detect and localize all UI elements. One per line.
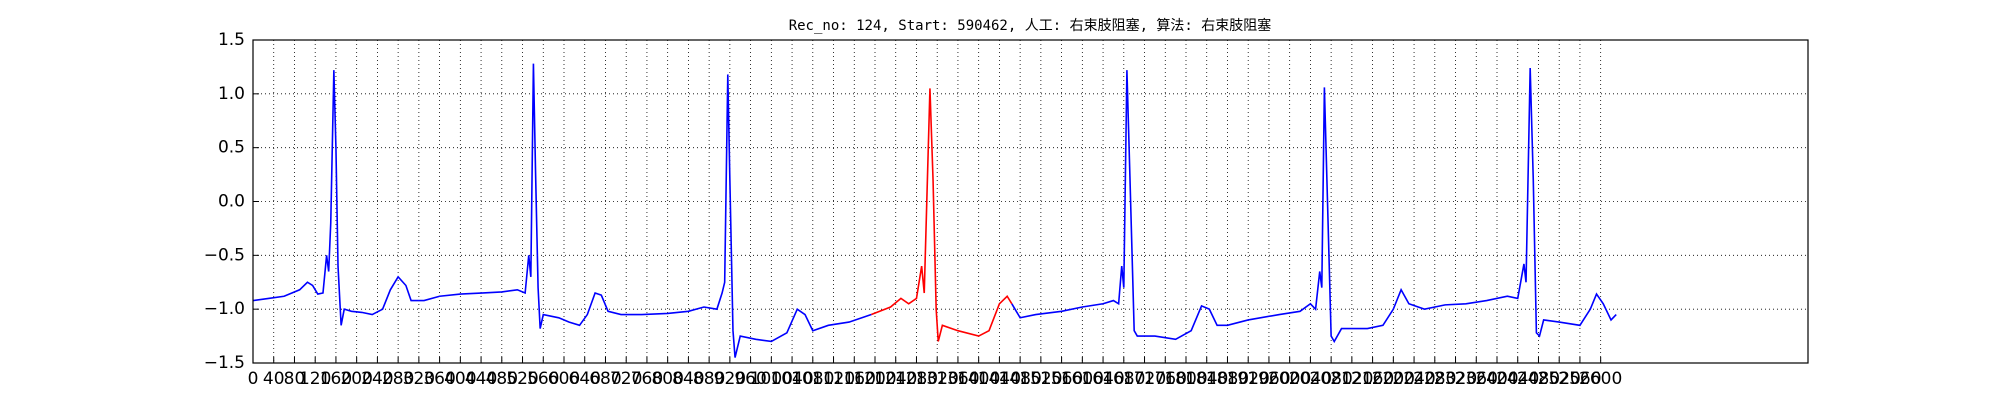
x-tick-label: 360: [423, 369, 455, 389]
x-tick-label: 560: [527, 369, 559, 389]
x-tick-label: 680: [589, 369, 621, 389]
x-tick-label: 2040: [1289, 369, 1332, 389]
x-tick-label: 1600: [1061, 369, 1104, 389]
x-tick-label: 1480: [999, 369, 1042, 389]
x-tick-label: 840: [672, 369, 704, 389]
x-tick-label: 640: [569, 369, 601, 389]
x-tick-label: 2240: [1392, 369, 1435, 389]
y-tick-label: −0.5: [204, 245, 245, 265]
x-tick-label: 80: [284, 369, 306, 389]
plot-frame: [252, 39, 1809, 364]
x-tick-label: 1880: [1206, 369, 1249, 389]
x-tick-label: 800: [651, 369, 683, 389]
x-tick-label: 1720: [1123, 369, 1166, 389]
ecg-line: [252, 63, 872, 358]
x-tick-label: 1840: [1185, 369, 1228, 389]
y-tick-label: −1.5: [204, 353, 245, 373]
x-tick-label: 1400: [957, 369, 1000, 389]
x-tick-label: 240: [361, 369, 393, 389]
x-tick-label: 2160: [1351, 369, 1394, 389]
x-tick-label: 1440: [978, 369, 1021, 389]
x-tick-label: 1800: [1164, 369, 1207, 389]
x-tick-label: 1040: [770, 369, 813, 389]
x-tick-label: 480: [486, 369, 518, 389]
x-tick-label: 1960: [1247, 369, 1290, 389]
x-tick-label: 320: [403, 369, 435, 389]
x-tick-label: 880: [693, 369, 725, 389]
x-tick-label: 2600: [1579, 369, 1622, 389]
x-tick-label: 200: [340, 369, 372, 389]
x-tick-label: 280: [382, 369, 414, 389]
x-tick-label: 2000: [1268, 369, 1311, 389]
x-tick-label: 1160: [833, 369, 876, 389]
x-tick-label: 920: [714, 369, 746, 389]
x-tick-label: 1920: [1227, 369, 1270, 389]
x-tick-label: 120: [299, 369, 331, 389]
x-tick-label: 160: [320, 369, 352, 389]
x-tick-label: 1280: [895, 369, 938, 389]
x-tick-label: 2440: [1496, 369, 1539, 389]
y-tick-label: 0.5: [218, 138, 245, 158]
x-tick-label: 760: [631, 369, 663, 389]
x-tick-label: 2520: [1538, 369, 1581, 389]
x-tick-label: 1320: [916, 369, 959, 389]
ecg-line: [871, 88, 1013, 342]
x-tick-label: 2200: [1372, 369, 1415, 389]
chart-title: Rec_no: 124, Start: 590462, 人工: 右束肢阻塞, 算…: [789, 17, 1272, 34]
x-tick-label: 2120: [1330, 369, 1373, 389]
x-tick-label: 1240: [874, 369, 917, 389]
x-tick-label: 2320: [1434, 369, 1477, 389]
y-tick-label: 0.0: [218, 192, 245, 212]
x-tick-label: 440: [465, 369, 497, 389]
x-tick-label: 1000: [750, 369, 793, 389]
x-tick-label: 1760: [1144, 369, 1187, 389]
x-tick-label: 600: [548, 369, 580, 389]
y-tick-label: −1.0: [204, 299, 245, 319]
x-tick-label: 1120: [812, 369, 855, 389]
x-tick-label: 1640: [1081, 369, 1124, 389]
x-tick-label: 2400: [1475, 369, 1518, 389]
x-tick-label: 0: [248, 369, 259, 389]
x-tick-label: 1360: [936, 369, 979, 389]
x-tick-label: 720: [610, 369, 642, 389]
x-tick-label: 1200: [853, 369, 896, 389]
x-tick-label: 1560: [1040, 369, 1083, 389]
ecg-line: [1011, 67, 1617, 344]
x-tick-label: 2360: [1455, 369, 1498, 389]
x-tick-label: 2560: [1558, 369, 1601, 389]
x-tick-label: 1520: [1019, 369, 1062, 389]
y-tick-label: 1.0: [218, 84, 245, 104]
x-tick-label: 1680: [1102, 369, 1145, 389]
y-tick-label: 1.5: [218, 30, 245, 50]
x-tick-label: 2480: [1517, 369, 1560, 389]
x-tick-label: 520: [506, 369, 538, 389]
x-tick-label: 1080: [791, 369, 834, 389]
x-tick-label: 2280: [1413, 369, 1456, 389]
x-tick-label: 400: [444, 369, 476, 389]
x-tick-label: 2080: [1310, 369, 1353, 389]
x-tick-label: 960: [734, 369, 766, 389]
x-tick-label: 40: [263, 369, 285, 389]
